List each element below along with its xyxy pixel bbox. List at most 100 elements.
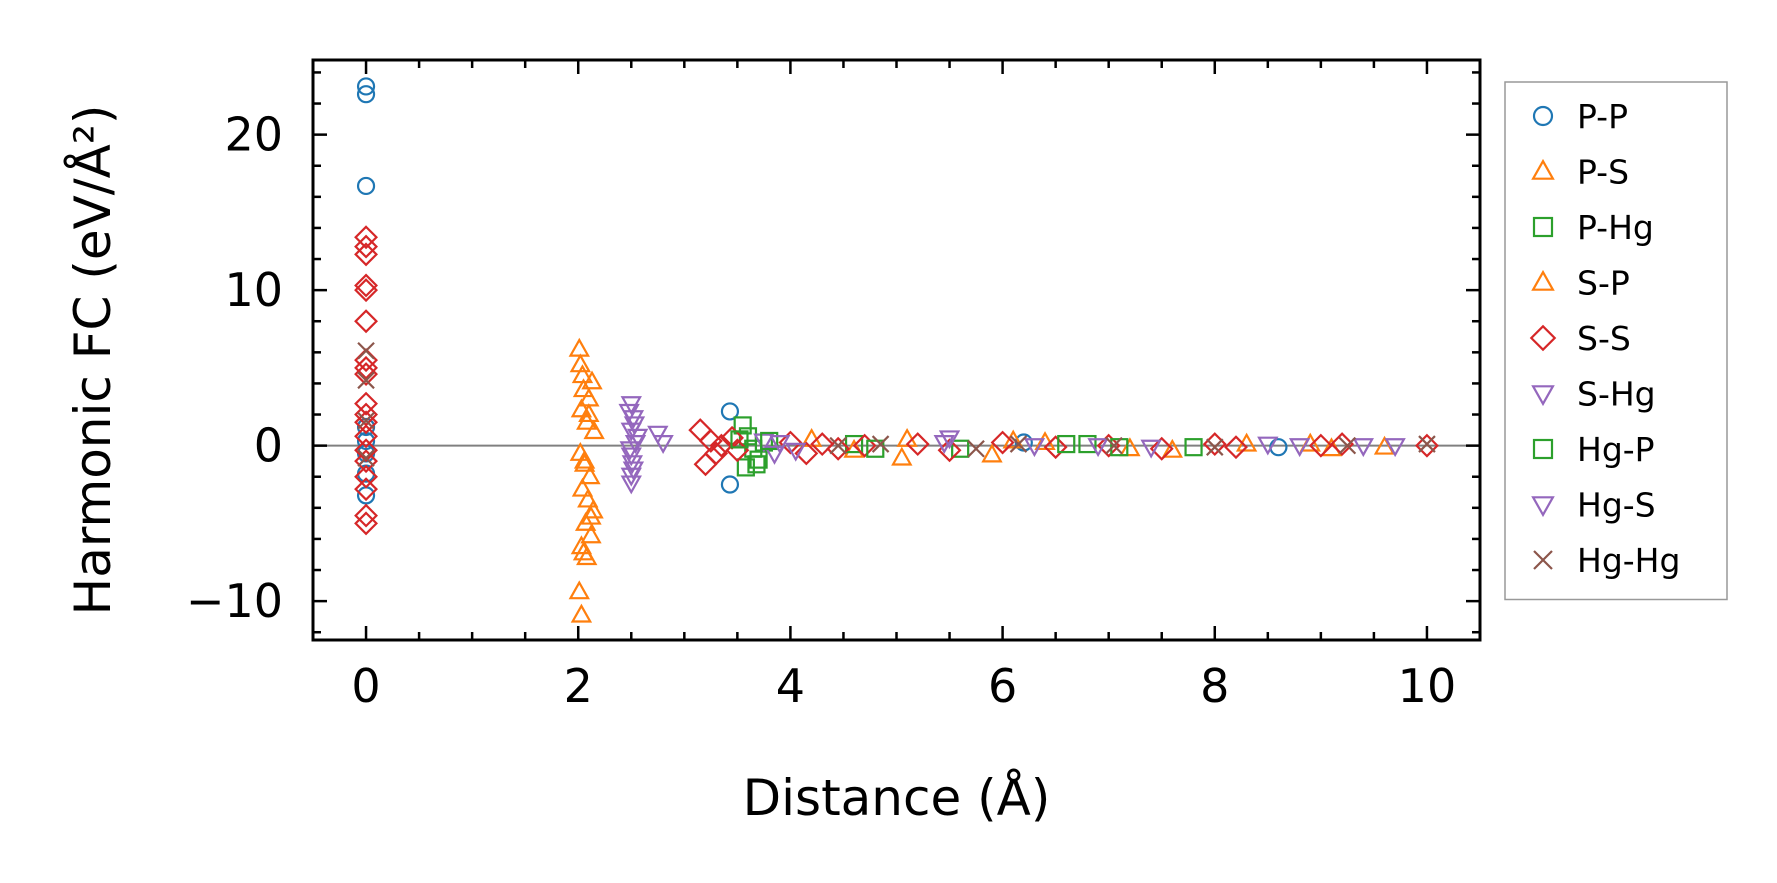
legend-label: Hg-S	[1577, 486, 1656, 525]
legend-item: S-Hg	[1531, 375, 1656, 414]
data-point	[1257, 436, 1279, 456]
series-hg-s	[618, 403, 1374, 487]
series-hg-hg	[357, 341, 1436, 467]
legend-marker	[1531, 269, 1555, 291]
data-point	[896, 427, 918, 447]
data-point	[354, 225, 379, 250]
data-point	[720, 475, 740, 494]
data-point	[720, 402, 740, 421]
legend-marker	[1533, 550, 1553, 570]
data-point	[844, 434, 864, 454]
data-point	[354, 503, 379, 528]
data-point	[1105, 436, 1123, 455]
data-point	[356, 77, 376, 96]
data-point	[1330, 432, 1355, 457]
x-tick-label: 4	[776, 659, 805, 713]
data-point	[1184, 438, 1203, 457]
data-point	[354, 438, 379, 463]
legend-item: Hg-Hg	[1533, 541, 1680, 580]
data-point	[580, 524, 602, 544]
y-tick-label: 0	[254, 419, 283, 473]
data-point	[626, 428, 649, 448]
data-point	[733, 416, 752, 435]
data-point	[571, 364, 594, 384]
data-point	[354, 355, 379, 380]
data-point	[1414, 433, 1439, 458]
data-point	[574, 511, 597, 531]
y-tick-label: 10	[224, 263, 283, 317]
x-tick-label: 2	[564, 659, 593, 713]
data-point	[829, 436, 847, 455]
data-point	[570, 535, 593, 555]
data-point	[747, 455, 766, 474]
data-point	[583, 420, 605, 440]
data-point	[354, 234, 379, 259]
data-point	[933, 435, 955, 454]
data-point	[1119, 437, 1141, 457]
data-point	[704, 441, 729, 466]
data-point	[763, 445, 786, 465]
data-point	[568, 337, 590, 357]
legend-marker	[1531, 385, 1555, 407]
data-point	[647, 425, 669, 445]
data-point	[572, 541, 595, 561]
data-point	[356, 176, 376, 196]
y-tick-label: 20	[224, 108, 283, 162]
data-point	[354, 278, 379, 303]
legend-marker	[1531, 158, 1555, 180]
legend-item: Hg-S	[1531, 486, 1656, 525]
data-point	[624, 435, 647, 454]
legend-label: Hg-Hg	[1577, 541, 1680, 580]
legend-marker	[1532, 216, 1554, 238]
data-point	[1269, 438, 1288, 457]
data-point	[357, 411, 375, 430]
y-axis-label: Harmonic FC (eV/Å²)	[64, 105, 122, 616]
legend-label: P-S	[1577, 153, 1629, 192]
data-point	[568, 580, 590, 600]
data-point	[573, 449, 596, 469]
data-point	[1149, 436, 1174, 461]
legend-label: P-Hg	[1577, 208, 1654, 247]
data-point	[905, 432, 930, 457]
data-point	[354, 242, 379, 267]
data-point	[354, 511, 379, 536]
data-point	[1009, 435, 1028, 453]
data-point	[1205, 438, 1224, 456]
data-point	[579, 465, 601, 485]
legend-marker	[1532, 105, 1554, 127]
data-point	[990, 430, 1015, 455]
data-point	[1034, 431, 1056, 451]
data-point	[570, 603, 593, 623]
data-point	[1140, 439, 1162, 459]
data-point	[1087, 438, 1109, 458]
data-point	[1352, 438, 1374, 458]
legend-marker	[1531, 496, 1555, 518]
data-point	[794, 441, 819, 466]
data-point	[810, 432, 835, 457]
data-point	[981, 443, 1003, 463]
data-point	[891, 446, 913, 466]
data-point	[871, 435, 890, 453]
data-point	[619, 441, 641, 461]
y-tick-label: −10	[186, 574, 283, 628]
data-point	[571, 477, 594, 497]
data-point	[730, 430, 749, 449]
legend-label: S-Hg	[1577, 375, 1656, 414]
data-point	[357, 341, 375, 360]
legend-item: P-Hg	[1532, 208, 1654, 247]
data-point	[769, 435, 791, 454]
data-point	[620, 475, 642, 495]
data-point	[354, 464, 379, 489]
data-point	[1057, 434, 1076, 454]
data-point	[623, 416, 646, 436]
series-p-s	[568, 337, 1343, 623]
data-point	[1224, 435, 1248, 460]
data-point	[354, 348, 379, 373]
data-point	[951, 439, 970, 458]
data-point	[354, 424, 379, 449]
data-point	[1288, 438, 1311, 458]
data-point	[826, 436, 851, 461]
data-point	[354, 273, 379, 298]
data-point	[778, 430, 803, 455]
data-point	[1078, 434, 1097, 454]
